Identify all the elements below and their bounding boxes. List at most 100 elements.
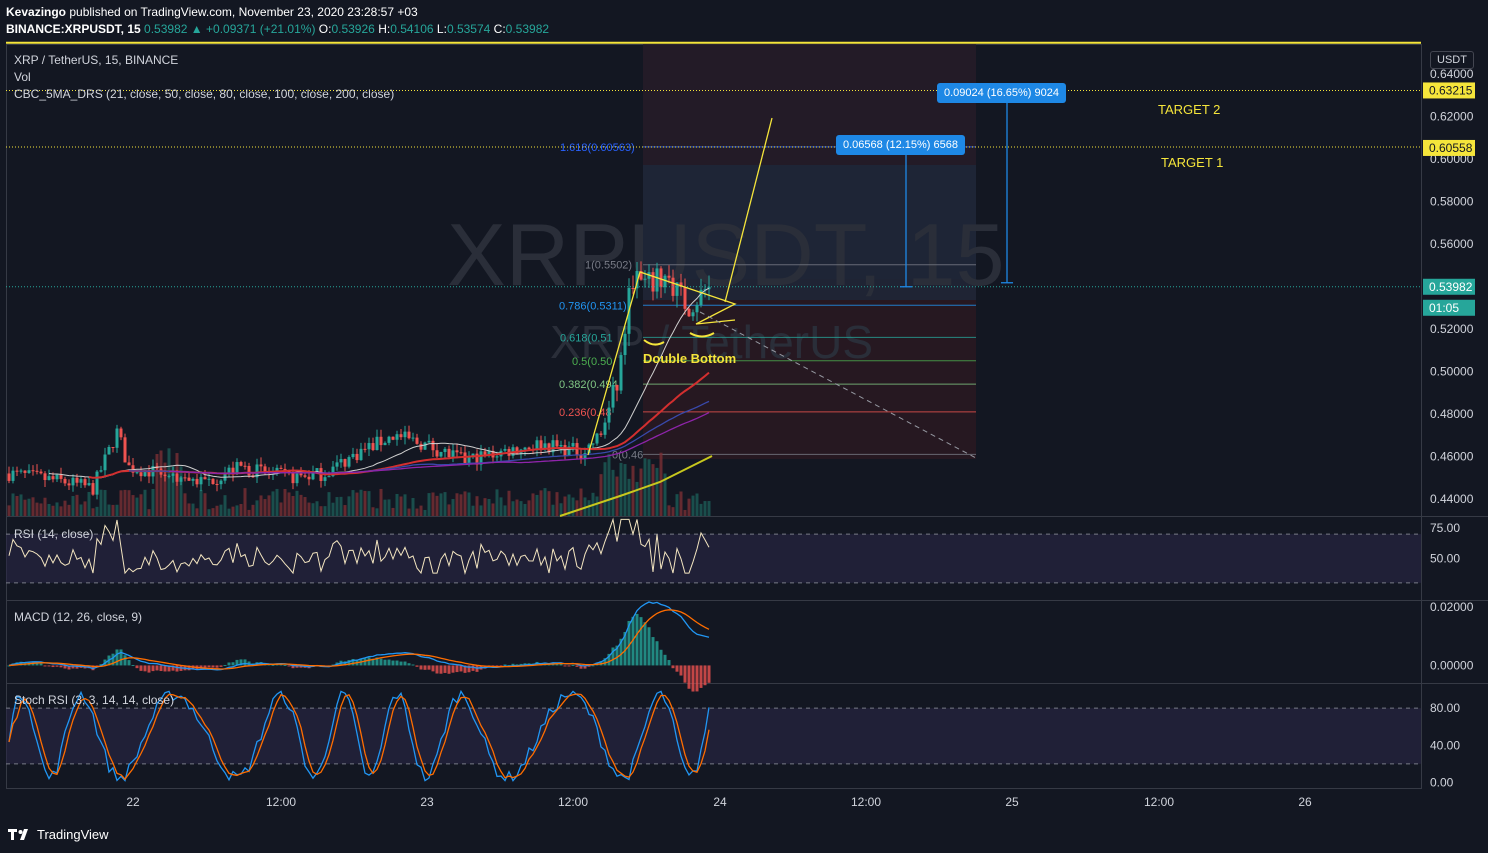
volume-bar xyxy=(395,493,399,516)
last-price: 0.53982 xyxy=(144,22,188,36)
candle-body xyxy=(123,437,127,463)
stoch-title: Stoch RSI (3, 3, 14, 14, close) xyxy=(14,693,175,707)
macd-histogram-bar xyxy=(91,665,95,671)
macd-histogram-bar xyxy=(123,655,127,666)
volume-bar xyxy=(319,506,323,516)
volume-bar xyxy=(675,494,679,516)
candle-body xyxy=(307,476,311,480)
volume-bar xyxy=(451,499,455,516)
candle-body xyxy=(27,470,31,473)
macd-histogram-bar xyxy=(223,664,227,666)
macd-histogram-bar xyxy=(71,665,75,669)
target1-price-tag: 0.60558 xyxy=(1429,141,1473,155)
candle-body xyxy=(131,465,135,473)
volume-bar xyxy=(203,493,207,516)
volume-bar xyxy=(551,504,555,516)
legend-vol: Vol xyxy=(14,70,31,84)
volume-bar xyxy=(295,490,299,516)
volume-bar xyxy=(151,489,155,516)
macd-histogram-bar xyxy=(615,645,619,666)
volume-bar xyxy=(467,492,471,516)
candle-body xyxy=(179,477,183,482)
macd-histogram-bar xyxy=(279,664,283,666)
candle-body xyxy=(135,472,139,474)
ma21-line xyxy=(48,287,710,479)
volume-bar xyxy=(179,466,183,516)
volume-bar xyxy=(299,494,303,516)
candle-body xyxy=(239,462,243,466)
time-tick-label: 26 xyxy=(1298,795,1312,809)
volume-bar xyxy=(359,489,363,516)
macd-histogram-bar xyxy=(503,664,507,666)
volume-bar xyxy=(527,500,531,516)
candle-body xyxy=(355,453,359,461)
volume-bar xyxy=(71,496,75,516)
time-tick-label: 12:00 xyxy=(851,795,881,809)
candle-body xyxy=(631,288,635,290)
volume-bar xyxy=(507,490,511,516)
candle-body xyxy=(539,440,543,450)
macd-histogram-bar xyxy=(51,665,55,668)
volume-bar xyxy=(455,493,459,516)
fib-level-label: 1.618(0.60563) xyxy=(560,142,635,154)
volume-bar xyxy=(327,492,331,516)
candle-body xyxy=(35,470,39,472)
candle-body xyxy=(495,456,499,458)
volume-bar xyxy=(119,490,123,516)
candle-body xyxy=(595,433,599,444)
macd-histogram-bar xyxy=(139,665,143,671)
macd-histogram-bar xyxy=(135,665,139,669)
volume-bar xyxy=(127,490,131,516)
candle-body xyxy=(351,453,355,458)
candle-body xyxy=(43,473,47,481)
macd-tick-label: 0.00000 xyxy=(1430,658,1474,672)
volume-bar xyxy=(243,488,247,516)
volume-bar xyxy=(343,505,347,516)
volume-bar xyxy=(255,500,259,516)
macd-histogram-bar xyxy=(283,664,287,666)
volume-bar xyxy=(423,509,427,516)
candle-body xyxy=(679,282,683,288)
stoch-tick-label: 80.00 xyxy=(1430,701,1460,715)
candle-body xyxy=(395,434,399,440)
macd-histogram-bar xyxy=(659,649,663,666)
volume-bar xyxy=(611,469,615,516)
macd-histogram-bar xyxy=(199,665,203,669)
macd-histogram-bar xyxy=(111,653,115,666)
candle-body xyxy=(51,476,55,480)
macd-histogram-bar xyxy=(207,665,211,668)
macd-histogram-bar xyxy=(63,665,67,669)
volume-bar xyxy=(435,495,439,516)
volume-bar xyxy=(195,508,199,516)
macd-histogram-bar xyxy=(651,637,655,666)
candle-body xyxy=(479,451,483,465)
candle-body xyxy=(11,470,15,481)
fib-level-label: 0.236(0.48 xyxy=(559,407,612,419)
macd-histogram-bar xyxy=(143,665,147,672)
macd-histogram-bar xyxy=(667,660,671,666)
volume-bar xyxy=(651,464,655,516)
macd-histogram-bar xyxy=(567,665,571,667)
macd-histogram-bar xyxy=(383,659,387,666)
macd-histogram-bar xyxy=(447,665,451,674)
volume-bar xyxy=(43,497,47,516)
price-tick-label: 0.46000 xyxy=(1430,449,1474,463)
candle-body xyxy=(551,440,555,453)
candle-body xyxy=(15,470,19,472)
macd-histogram-bar xyxy=(699,665,703,688)
volume-bar xyxy=(95,506,99,516)
time-tick-label: 25 xyxy=(1005,795,1019,809)
macd-histogram-bar xyxy=(679,665,683,676)
candle-body xyxy=(127,462,131,466)
low-value: 0.53574 xyxy=(446,22,491,36)
volume-bar xyxy=(523,503,527,516)
volume-bar xyxy=(219,504,223,516)
price-tick-label: 0.58000 xyxy=(1430,194,1474,208)
currency-badge[interactable]: USDT xyxy=(1430,51,1474,69)
candle-body xyxy=(391,436,395,440)
macd-histogram-bar xyxy=(507,665,511,667)
candle-body xyxy=(71,477,75,486)
volume-bar xyxy=(495,489,499,516)
volume-bar xyxy=(447,504,451,516)
